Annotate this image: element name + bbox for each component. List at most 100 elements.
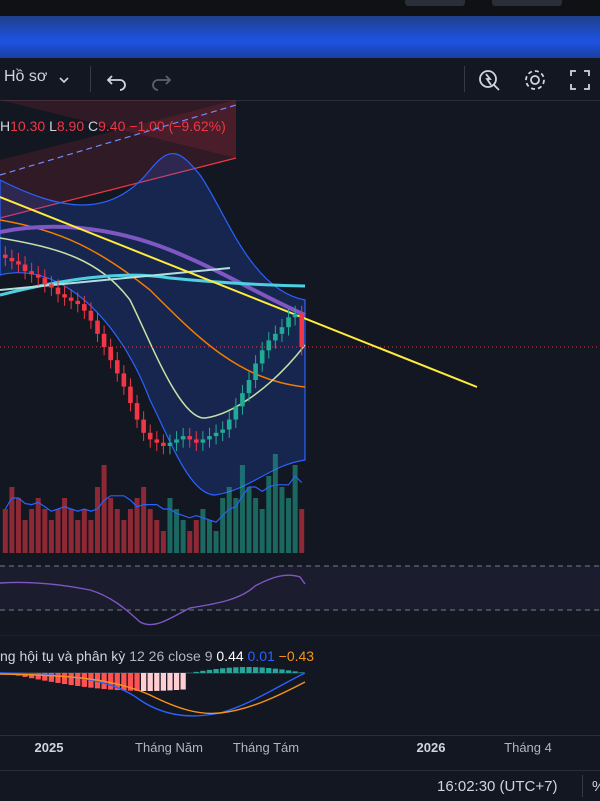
volume-bar <box>214 531 219 553</box>
volume-bar <box>299 509 304 553</box>
candle <box>122 373 127 386</box>
alert-icon[interactable] <box>477 67 503 93</box>
candle <box>82 304 87 311</box>
macd-bar <box>233 667 238 673</box>
status-bar: 16:02:30 (UTC+7) % <box>0 770 600 801</box>
candle <box>135 403 140 420</box>
header-banner <box>0 16 600 58</box>
macd-bar <box>292 671 297 673</box>
volume-bar <box>16 498 21 553</box>
candle <box>69 298 74 301</box>
macd-bar <box>220 668 225 673</box>
volume-bar <box>9 487 14 553</box>
candle <box>214 433 219 436</box>
volume-bar <box>55 509 60 553</box>
macd-value-1: 0.44 <box>216 648 243 664</box>
candle <box>260 350 265 363</box>
rsi-pane[interactable] <box>0 556 600 636</box>
macd-bar <box>181 673 186 690</box>
candle <box>194 439 199 442</box>
volume-bar <box>187 531 192 553</box>
volume-bar <box>36 498 41 553</box>
volume-bar <box>141 487 146 553</box>
macd-bar <box>75 673 80 686</box>
candle <box>280 327 285 334</box>
time-axis[interactable]: 2025 Tháng Năm Tháng Tám 2026 Tháng 4 <box>0 735 600 760</box>
macd-bar <box>167 673 172 690</box>
candle <box>115 360 120 373</box>
macd-bar <box>266 668 271 673</box>
candle <box>10 258 15 261</box>
volume-bar <box>253 498 258 553</box>
toolbar-separator <box>90 66 91 92</box>
candle <box>201 439 206 442</box>
candle <box>286 317 291 327</box>
candle <box>247 380 252 393</box>
volume-bar <box>167 498 172 553</box>
macd-bar <box>82 673 87 687</box>
volume-bar <box>181 520 186 553</box>
macd-bar <box>62 673 67 684</box>
macd-bar <box>286 670 291 673</box>
percent-toggle[interactable]: % <box>592 778 600 795</box>
top-tab[interactable] <box>405 0 465 6</box>
layout-menu-label[interactable]: Hồ sơ <box>4 68 47 86</box>
candle <box>227 420 232 430</box>
volume-bar <box>82 509 87 553</box>
candle <box>154 439 159 442</box>
undo-icon[interactable] <box>104 67 130 93</box>
volume-bar <box>102 465 107 553</box>
volume-bar <box>227 487 232 553</box>
candle <box>102 334 107 347</box>
macd-bar <box>200 671 205 673</box>
volume-bar <box>194 520 199 553</box>
volume-bar <box>148 509 153 553</box>
candle <box>240 393 245 406</box>
axis-tick: Tháng 4 <box>504 740 552 755</box>
candle <box>128 387 133 404</box>
volume-bar <box>247 487 252 553</box>
redo-icon[interactable] <box>148 67 174 93</box>
macd-bar <box>240 667 245 673</box>
clock-label[interactable]: 16:02:30 (UTC+7) <box>437 778 557 795</box>
macd-histogram <box>9 667 304 691</box>
volume-bar <box>108 498 113 553</box>
chevron-down-icon[interactable] <box>58 74 70 86</box>
volume-bar <box>69 509 74 553</box>
macd-bar <box>227 668 232 673</box>
candle <box>141 420 146 433</box>
macd-legend: ng hội tụ và phân kỳ 12 26 close 9 0.44 … <box>0 648 314 664</box>
candle <box>207 436 212 439</box>
toolbar-separator <box>464 66 465 92</box>
macd-bar <box>299 672 304 673</box>
macd-params: 12 26 close 9 <box>129 648 212 664</box>
volume-bar <box>220 498 225 553</box>
candle <box>62 294 67 297</box>
macd-bar <box>174 673 179 690</box>
fullscreen-icon[interactable] <box>567 67 593 93</box>
macd-bar <box>207 670 212 673</box>
price-chart[interactable] <box>0 100 600 555</box>
candle <box>266 340 271 350</box>
candle <box>29 271 34 274</box>
axis-tick: Tháng Năm <box>135 740 203 755</box>
candle <box>16 261 21 264</box>
volume-bar <box>3 509 8 553</box>
macd-bar <box>108 673 113 690</box>
top-tab[interactable] <box>492 0 562 6</box>
status-separator <box>582 775 583 797</box>
volume-bar <box>207 520 212 553</box>
volume-bar <box>75 520 80 553</box>
macd-bar <box>121 673 126 690</box>
candle <box>89 311 94 321</box>
macd-bar <box>161 673 166 691</box>
candle <box>187 436 192 439</box>
volume-bar <box>42 509 47 553</box>
macd-bar <box>55 673 60 683</box>
macd-pane[interactable] <box>0 665 600 735</box>
macd-bar <box>134 673 139 691</box>
bollinger-band <box>0 154 305 495</box>
macd-bar <box>253 667 258 673</box>
macd-bar <box>260 667 265 673</box>
gear-icon[interactable] <box>522 67 548 93</box>
